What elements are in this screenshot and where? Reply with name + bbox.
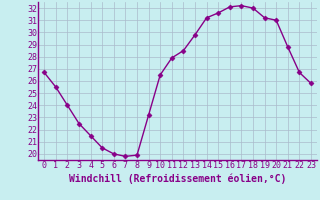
X-axis label: Windchill (Refroidissement éolien,°C): Windchill (Refroidissement éolien,°C) xyxy=(69,173,286,184)
